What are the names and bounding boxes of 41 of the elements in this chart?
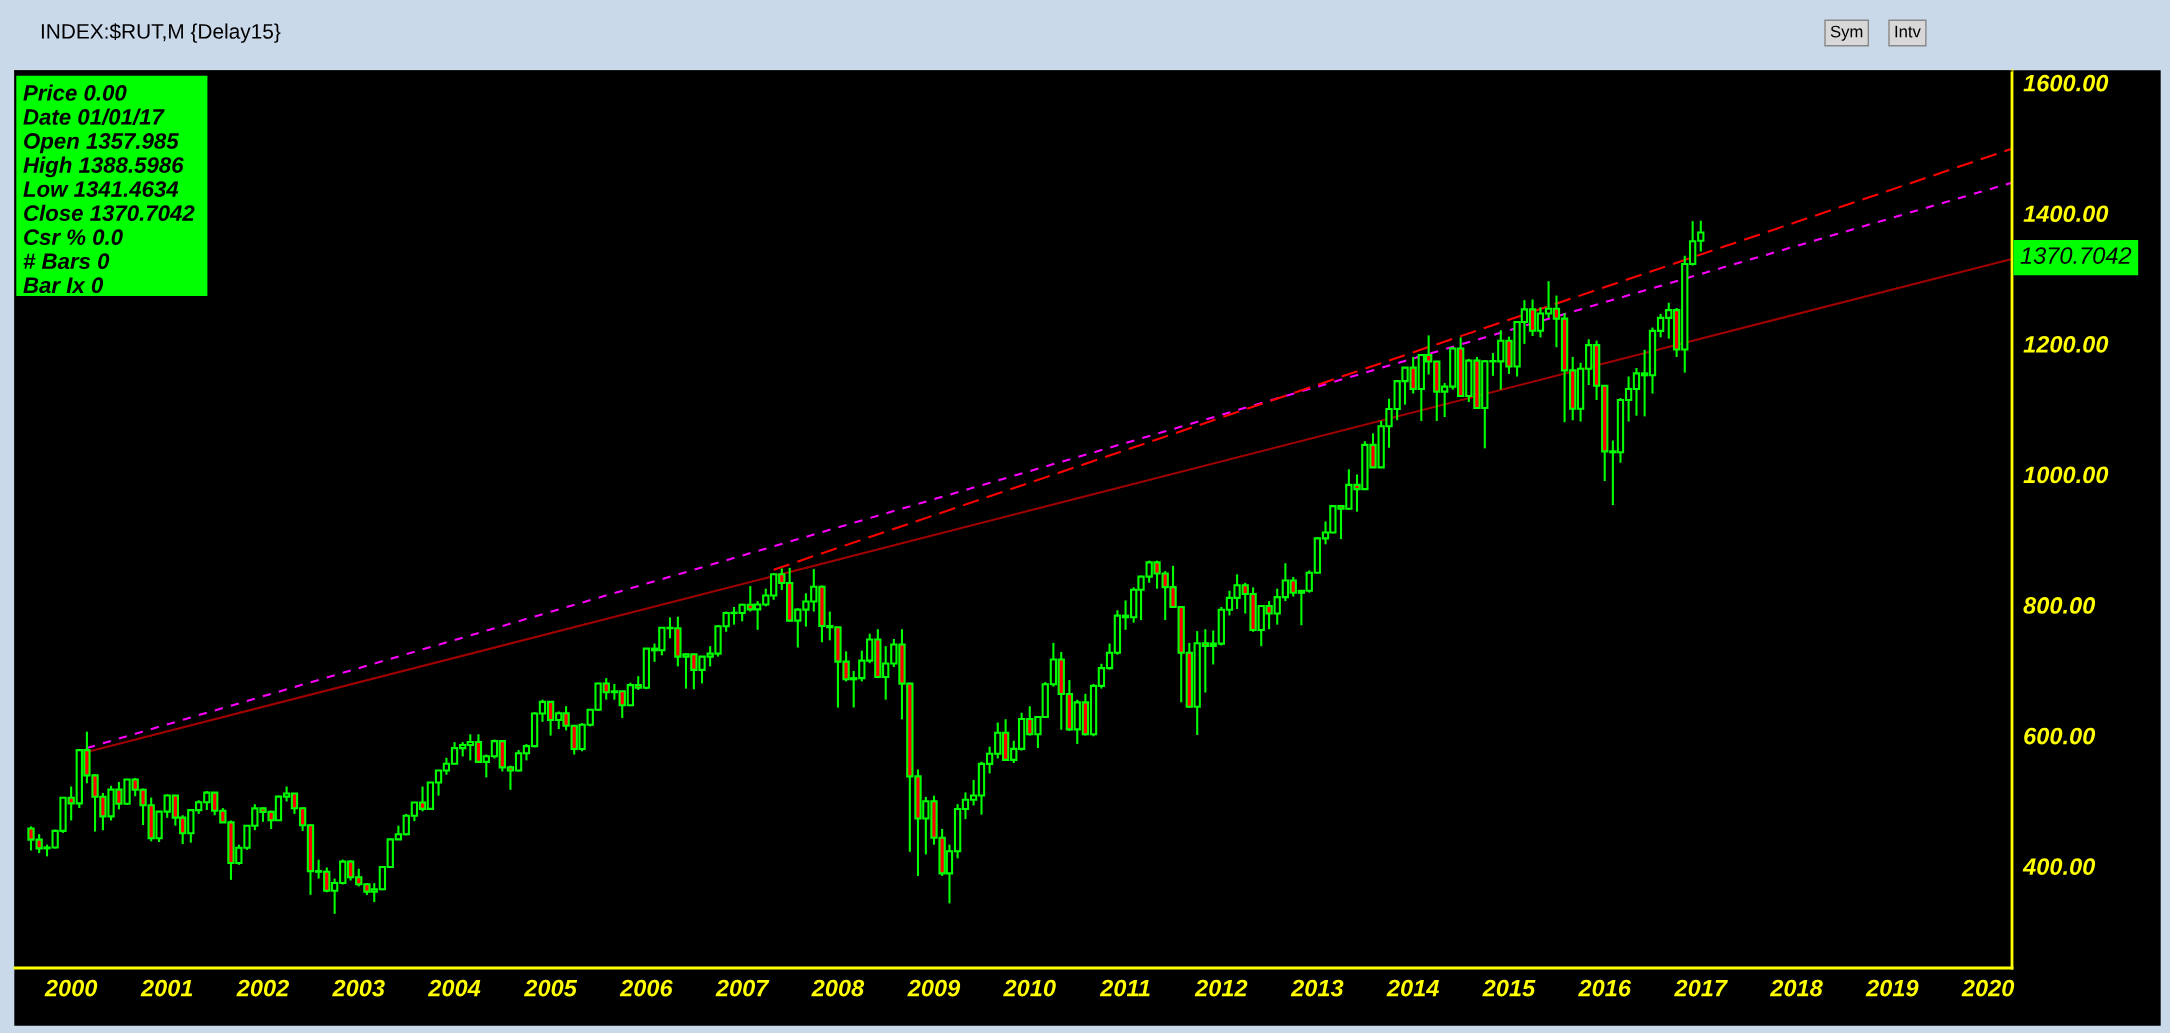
annotation: Close 1370.7042 <box>24 204 195 221</box>
text: 1370.7042 <box>2020 247 2132 264</box>
x-tick-label: 2006 <box>619 979 673 997</box>
y-tick-label: 1400.00 <box>2023 205 2109 223</box>
x-tick-label: 2018 <box>1769 979 1823 997</box>
x-tick-label: 2007 <box>715 979 770 997</box>
y-tick-label: 1600.00 <box>2023 74 2109 92</box>
x-tick-label: 2002 <box>236 979 290 997</box>
x-tick-label: 2017 <box>1674 979 1728 997</box>
x-tick-label: 2019 <box>1865 979 1919 997</box>
y-tick-label: 400.00 <box>2022 858 2096 875</box>
x-tick-label: 2012 <box>1194 979 1248 997</box>
annotation: Date 01/01/17 <box>23 108 165 126</box>
chart-title: INDEX:$RUT,M {Delay15} <box>41 23 281 43</box>
x-tick-label: 2008 <box>811 979 865 997</box>
annotation: Csr % 0.0 <box>24 229 123 246</box>
x-tick-label: 2005 <box>523 979 578 997</box>
x-tick-label: 2010 <box>1003 979 1056 997</box>
x-tick-label: 2004 <box>427 979 481 997</box>
x-tick-label: 2016 <box>1578 979 1632 997</box>
x-tick-label: 2014 <box>1386 979 1440 997</box>
text: Sym <box>1830 25 1863 41</box>
y-tick-label: 1200.00 <box>2023 335 2109 353</box>
text: Intv <box>1895 25 1921 38</box>
y-tick-label: 1000.00 <box>2023 466 2109 484</box>
annotation: Open 1357.985 <box>24 133 179 154</box>
x-tick-label: 2011 <box>1099 979 1150 997</box>
y-tick-label: 600.00 <box>2024 727 2096 745</box>
x-tick-label: 2001 <box>140 979 193 997</box>
annotation: Low 1341.4634 <box>23 181 179 197</box>
y-tick-label: 800.00 <box>2023 597 2096 614</box>
annotation: Price 0.00 <box>23 84 127 101</box>
annotation: High 1388.5986 <box>23 156 184 178</box>
annotation: # Bars 0 <box>23 253 110 270</box>
x-tick-label: 2020 <box>1961 979 2015 997</box>
x-tick-label: 2000 <box>44 979 98 997</box>
x-tick-label: 2015 <box>1482 979 1536 997</box>
x-tick-label: 2003 <box>332 979 385 997</box>
x-tick-label: 2009 <box>907 979 961 997</box>
x-tick-label: 2013 <box>1290 979 1344 997</box>
annotation: Bar Ix 0 <box>23 277 104 294</box>
